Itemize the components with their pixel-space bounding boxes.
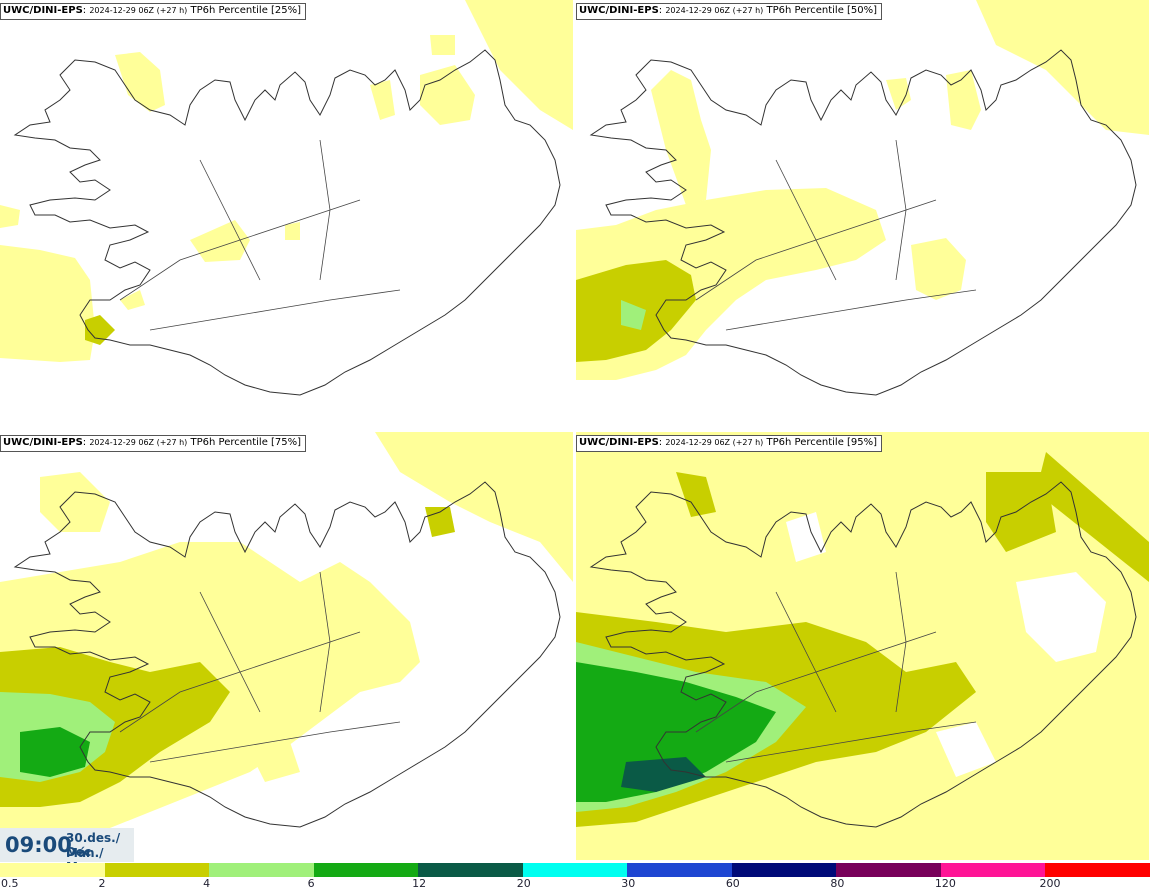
init-time: 2024-12-29 06Z (+27 h): [89, 6, 188, 15]
legend-tick-label: 200: [1039, 877, 1061, 890]
panel-title: UWC/DINI-EPS: 2024-12-29 06Z (+27 h) TP6…: [576, 435, 883, 452]
model-name: UWC/DINI-EPS: [579, 5, 659, 16]
legend-tick-label: 0.5: [1, 877, 19, 890]
legend-tick-label: 60: [725, 877, 740, 890]
map-panel-p75: UWC/DINI-EPS: 2024-12-29 06Z (+27 h) TP6…: [0, 432, 573, 860]
legend-swatch: [0, 863, 105, 877]
init-time: 2024-12-29 06Z (+27 h): [665, 438, 764, 447]
color-legend: 0.5 2 4 6 12 20 30 60 80 120 200: [0, 862, 1150, 891]
valid-time: 09:00: [5, 833, 72, 857]
legend-swatch: [522, 863, 628, 877]
legend-tick-label: 6: [307, 877, 315, 890]
legend-swatch: [731, 863, 837, 877]
precip-map: [0, 432, 573, 842]
init-time: 2024-12-29 06Z (+27 h): [665, 6, 764, 15]
panel-title: UWC/DINI-EPS: 2024-12-29 06Z (+27 h) TP6…: [0, 435, 307, 452]
legend-swatch: [313, 863, 419, 877]
model-name: UWC/DINI-EPS: [3, 437, 83, 448]
valid-date: 30.des./ Dec: [66, 831, 121, 859]
field-name: TP6h Percentile [95%]: [766, 437, 878, 448]
init-time: 2024-12-29 06Z (+27 h): [89, 438, 188, 447]
legend-tick-label: 2: [98, 877, 106, 890]
map-panel-p95: UWC/DINI-EPS: 2024-12-29 06Z (+27 h) TP6…: [576, 432, 1149, 860]
field-name: TP6h Percentile [50%]: [766, 5, 878, 16]
model-name: UWC/DINI-EPS: [3, 5, 83, 16]
panel-title: UWC/DINI-EPS: 2024-12-29 06Z (+27 h) TP6…: [0, 3, 307, 20]
legend-swatch: [627, 863, 733, 877]
legend-swatch: [104, 863, 210, 877]
legend-swatch: [836, 863, 942, 877]
legend-tick-label: 4: [203, 877, 211, 890]
legend-tick-label: 12: [412, 877, 427, 890]
valid-time-box: 09:00 30.des./ Dec Mán./ Mon: [0, 828, 134, 874]
legend-tick-label: 120: [934, 877, 956, 890]
legend-swatch: [940, 863, 1046, 877]
legend-tick-label: 80: [830, 877, 845, 890]
model-name: UWC/DINI-EPS: [579, 437, 659, 448]
map-panel-p25: UWC/DINI-EPS: 2024-12-29 06Z (+27 h) TP6…: [0, 0, 573, 428]
precip-map: [576, 432, 1149, 860]
panel-divider-horizontal: [0, 428, 1150, 432]
legend-tick-label: 30: [621, 877, 636, 890]
legend-tick-label: 20: [516, 877, 531, 890]
legend-swatch: [209, 863, 315, 877]
legend-swatch: [1045, 863, 1150, 877]
panel-title: UWC/DINI-EPS: 2024-12-29 06Z (+27 h) TP6…: [576, 3, 883, 20]
field-name: TP6h Percentile [75%]: [190, 437, 302, 448]
legend-swatch: [418, 863, 524, 877]
precip-map: [576, 0, 1149, 396]
map-panel-p50: UWC/DINI-EPS: 2024-12-29 06Z (+27 h) TP6…: [576, 0, 1149, 428]
precip-map: [0, 0, 573, 396]
field-name: TP6h Percentile [25%]: [190, 5, 302, 16]
